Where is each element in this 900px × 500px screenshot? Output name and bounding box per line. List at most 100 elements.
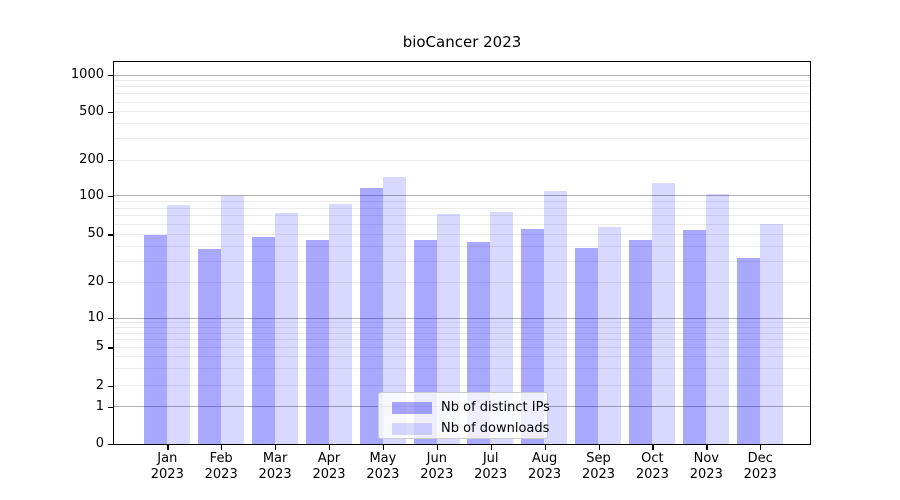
x-tick-mark [329, 445, 331, 450]
bar-distinct-ips-jan [144, 234, 167, 444]
y-tick-label: 100 [79, 187, 104, 203]
x-tick-label: Jul 2023 [474, 451, 508, 482]
bar-distinct-ips-dec [736, 257, 760, 444]
bar-distinct-ips-mar [251, 236, 275, 444]
x-tick-mark [221, 445, 223, 450]
minor-gridline [114, 346, 810, 348]
minor-gridline [114, 80, 810, 82]
y-tick-mark [108, 317, 113, 320]
x-tick-label: Sep 2023 [581, 451, 616, 482]
plot-area: Nb of distinct IPs Nb of downloads [113, 61, 811, 445]
y-tick-label: 50 [87, 226, 104, 242]
minor-gridline [114, 159, 810, 161]
x-tick-mark [652, 445, 654, 450]
bar-distinct-ips-feb [197, 248, 221, 444]
bar-distinct-ips-nov [683, 230, 706, 444]
y-tick-label: 10 [87, 309, 104, 325]
minor-gridline [114, 223, 810, 225]
x-tick-label: Jan 2023 [150, 451, 184, 482]
y-tick-label: 0 [95, 435, 104, 451]
minor-gridline [114, 207, 810, 209]
y-tick-mark [108, 159, 113, 162]
x-tick-mark [382, 445, 385, 450]
minor-gridline [114, 93, 810, 95]
bar-downloads-nov [706, 194, 729, 444]
x-tick-label: Nov 2023 [689, 451, 723, 482]
bar-distinct-ips-may [359, 187, 383, 444]
minor-gridline [114, 326, 810, 328]
y-tick-label: 5 [95, 339, 104, 355]
x-tick-label: Mar 2023 [258, 451, 292, 482]
minor-gridline [114, 138, 810, 140]
legend-swatch-distinct-ips [392, 401, 432, 414]
bar-downloads-may [382, 176, 406, 444]
bar-distinct-ips-oct [629, 240, 653, 444]
major-gridline [114, 195, 810, 197]
minor-gridline [114, 339, 810, 341]
major-gridline [114, 317, 810, 319]
bar-distinct-ips-aug [521, 229, 545, 444]
x-tick-mark [598, 445, 600, 450]
minor-gridline [114, 260, 810, 262]
x-tick-label: Feb 2023 [204, 451, 238, 482]
minor-gridline [114, 111, 810, 113]
chart-title: bioCancer 2023 [402, 33, 522, 51]
bar-downloads-aug [544, 191, 568, 444]
bar-downloads-oct [652, 182, 676, 444]
minor-gridline [114, 122, 810, 124]
y-tick-mark [108, 195, 113, 198]
x-tick-mark [436, 445, 439, 450]
x-tick-mark [490, 445, 492, 450]
minor-gridline [114, 356, 810, 358]
x-tick-label: May 2023 [366, 451, 400, 482]
y-tick-mark [108, 111, 113, 113]
y-tick-label: 2 [95, 377, 104, 393]
x-tick-label: Dec 2023 [743, 451, 777, 482]
x-tick-label: Jun 2023 [420, 451, 454, 482]
bar-downloads-jan [167, 205, 190, 444]
bar-downloads-mar [274, 212, 298, 444]
bar-downloads-feb [220, 196, 244, 444]
y-tick-mark [108, 406, 113, 408]
minor-gridline [114, 234, 810, 235]
bar-distinct-ips-sep [575, 247, 599, 444]
x-tick-mark [275, 445, 277, 450]
x-tick-mark [167, 445, 169, 450]
minor-gridline [114, 368, 810, 370]
legend: Nb of distinct IPs Nb of downloads [378, 392, 550, 439]
y-tick-label: 1 [95, 398, 104, 414]
minor-gridline [114, 385, 810, 387]
y-tick-mark [108, 443, 113, 445]
bar-downloads-jul [490, 212, 514, 444]
legend-item-downloads: Nb of downloads [392, 419, 550, 438]
x-tick-mark [544, 445, 546, 450]
bar-downloads-apr [328, 203, 352, 444]
y-tick-label: 500 [79, 103, 104, 119]
y-tick-label: 20 [87, 273, 104, 289]
y-tick-mark [108, 281, 113, 284]
y-tick-mark [108, 74, 113, 77]
y-tick-mark [108, 347, 113, 349]
minor-gridline [114, 215, 810, 217]
bar-downloads-dec [759, 224, 783, 444]
x-tick-mark [760, 445, 762, 450]
minor-gridline [114, 332, 810, 334]
bar-distinct-ips-apr [305, 240, 329, 444]
x-tick-label: Oct 2023 [635, 451, 669, 482]
minor-gridline [114, 86, 810, 88]
x-tick-label: Aug 2023 [528, 451, 562, 482]
legend-swatch-downloads [392, 422, 432, 435]
y-tick-label: 1000 [70, 66, 104, 82]
legend-item-distinct-ips: Nb of distinct IPs [392, 398, 550, 417]
minor-gridline [114, 245, 810, 247]
minor-gridline [114, 101, 810, 103]
minor-gridline [114, 281, 810, 283]
legend-label-downloads: Nb of downloads [441, 421, 550, 436]
y-tick-label: 200 [79, 151, 104, 167]
minor-gridline [114, 201, 810, 203]
x-tick-mark [706, 445, 708, 450]
y-tick-mark [108, 385, 113, 388]
major-gridline [114, 74, 810, 76]
legend-label-distinct-ips: Nb of distinct IPs [441, 400, 550, 415]
